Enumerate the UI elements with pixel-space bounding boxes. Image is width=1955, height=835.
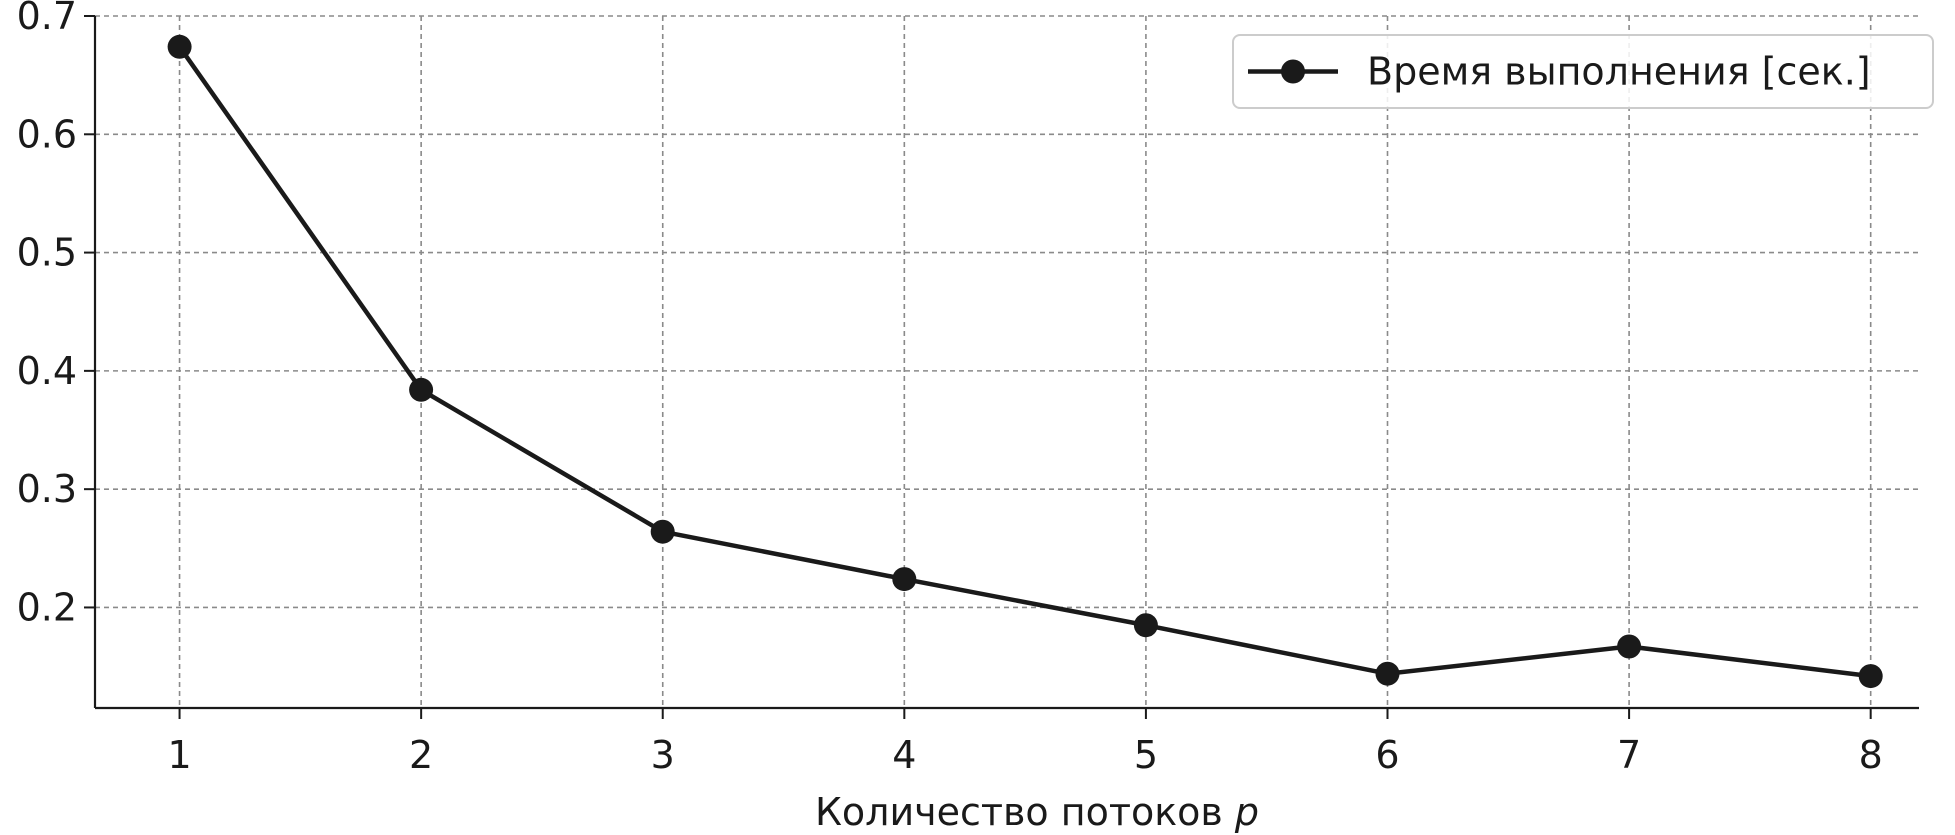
y-tick-label: 0.6 (17, 112, 77, 156)
y-tick-label: 0.5 (17, 231, 77, 275)
x-axis-title: Количество потоков p (815, 790, 1259, 834)
x-axis-title-variable: p (1234, 790, 1259, 834)
legend-label: Время выполнения [сек.] (1367, 50, 1871, 94)
data-point[interactable] (1133, 613, 1158, 638)
series-line (177, 44, 1873, 679)
x-tick-label: 7 (1617, 733, 1641, 777)
y-tick-label: 0.3 (17, 467, 77, 511)
legend-marker-swatch (1281, 59, 1305, 84)
y-tick-label: 0.2 (17, 585, 77, 629)
data-point[interactable] (650, 519, 675, 544)
series-group (167, 34, 1883, 689)
x-tick-label: 3 (651, 733, 675, 777)
axis-ticks: 1 2 3 4 5 6 7 8 0.2 0.3 0.4 0.5 0.6 0.7 (17, 0, 1883, 777)
legend-box (1232, 34, 1934, 109)
data-point[interactable] (892, 567, 917, 592)
y-tick-label: 0.4 (17, 349, 77, 393)
data-point[interactable] (1617, 634, 1642, 659)
data-point[interactable] (1375, 661, 1400, 686)
data-point[interactable] (1858, 664, 1883, 689)
x-axis-title-text: Количество потоков (815, 790, 1235, 834)
x-tick-label: 6 (1375, 733, 1399, 777)
grid-lines (95, 15, 1919, 708)
y-tick-label: 0.7 (17, 0, 77, 38)
x-tick-label: 4 (892, 733, 916, 777)
x-tick-label: 1 (167, 733, 191, 777)
x-tick-label: 5 (1134, 733, 1158, 777)
data-point[interactable] (409, 377, 434, 402)
x-tick-label: 2 (409, 733, 433, 777)
axes (93, 16, 1919, 710)
axis-labels: Количество потоков p (815, 790, 1259, 834)
x-tick-label: 8 (1859, 733, 1883, 777)
legend: Время выполнения [сек.] (1232, 34, 1934, 109)
data-point[interactable] (167, 34, 192, 59)
